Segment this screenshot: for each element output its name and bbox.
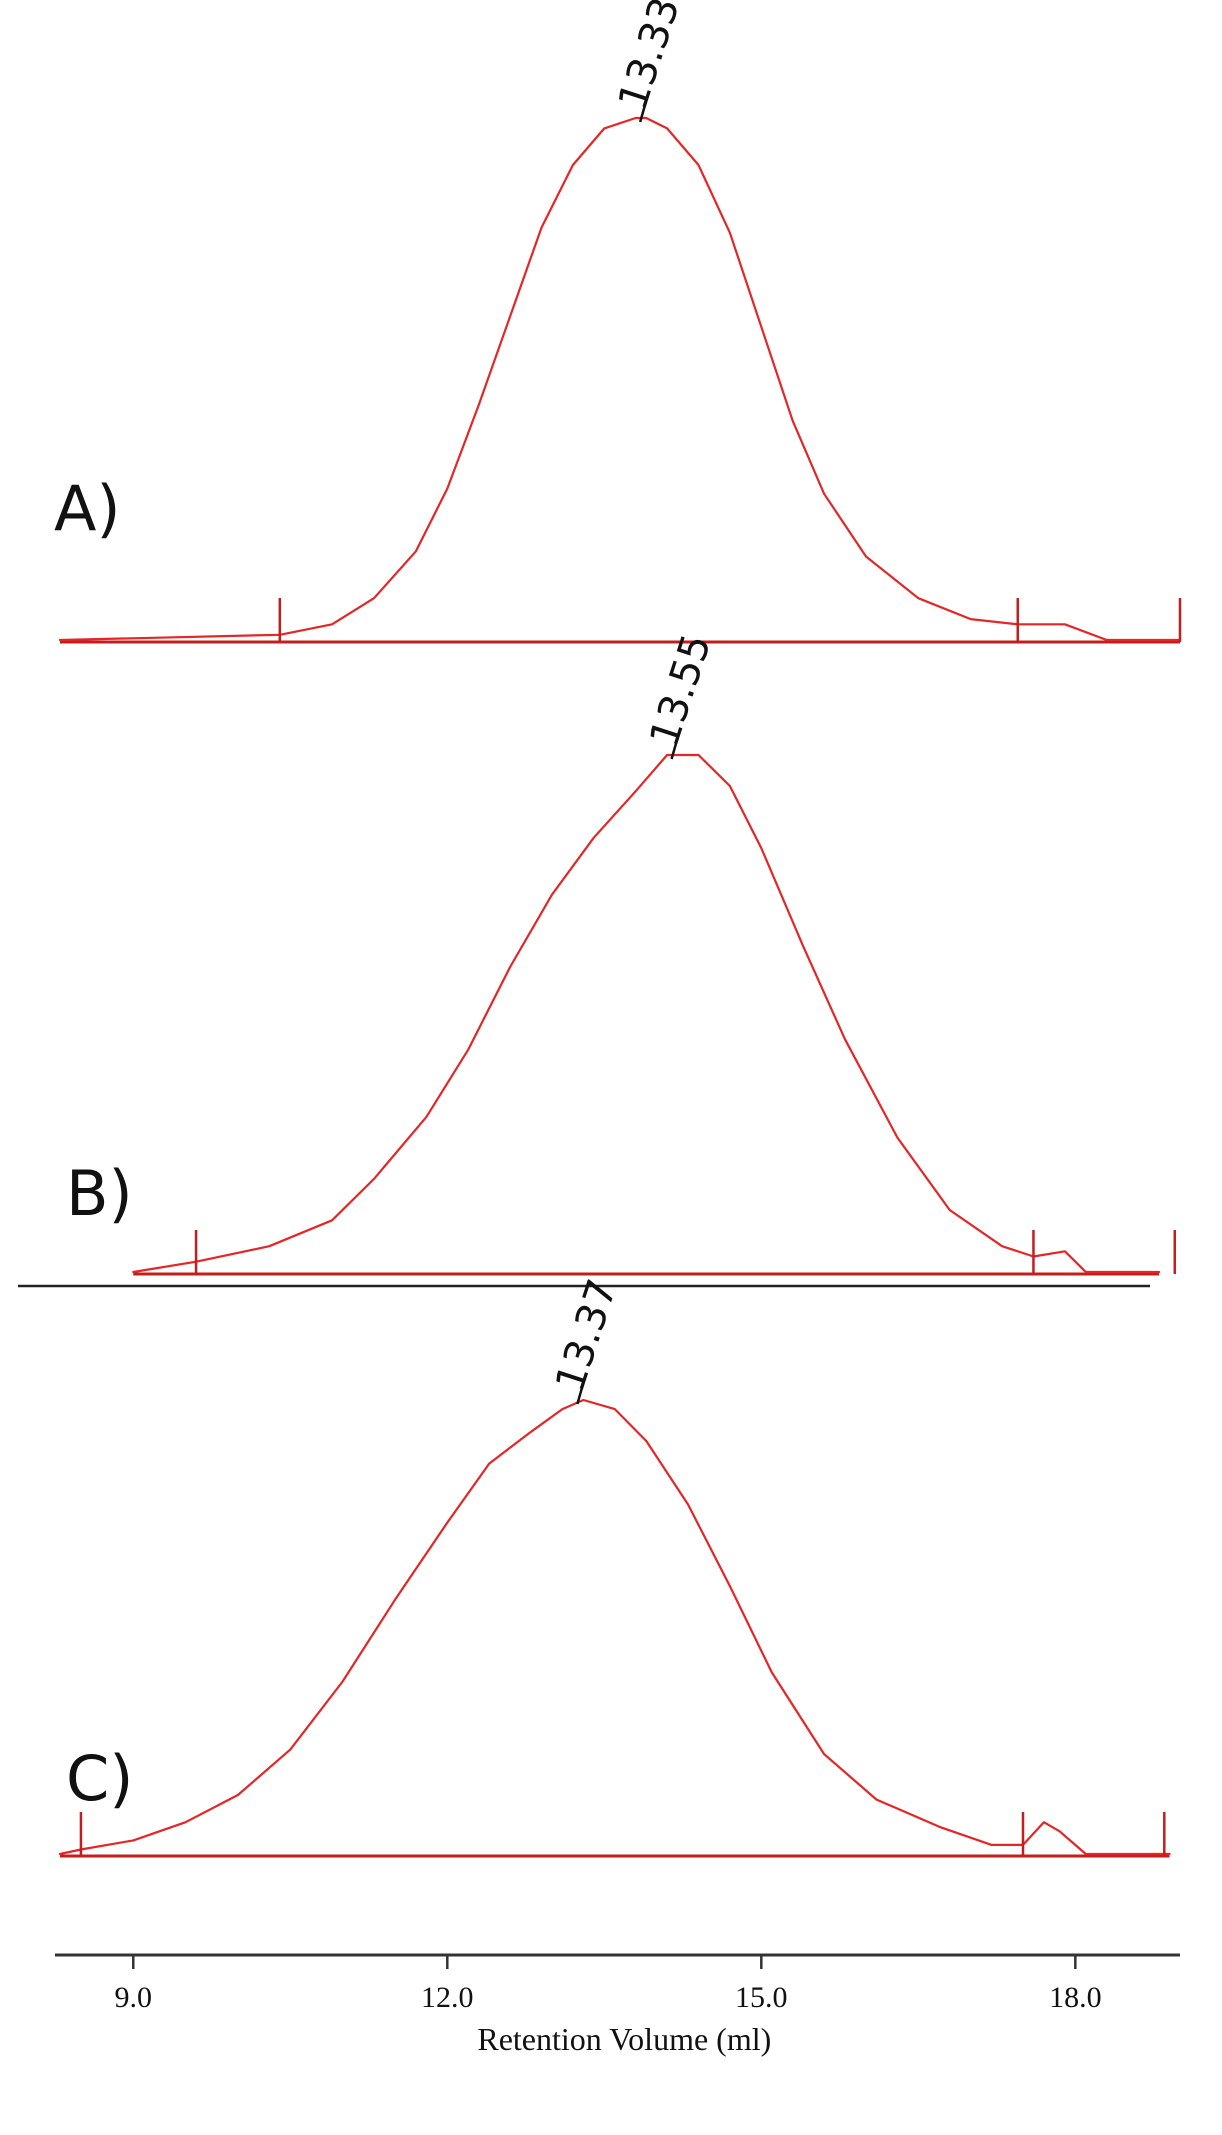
chromatogram-trace bbox=[132, 753, 1161, 1274]
panel-label: C) bbox=[66, 1742, 133, 1815]
peak-tick bbox=[638, 93, 650, 123]
chromatogram-panels: A) 13.33 B) 13.55 C) 13.37 bbox=[54, 0, 1182, 1858]
x-tick-label: 9.0 bbox=[115, 1981, 153, 2014]
x-tick-label: 18.0 bbox=[1049, 1981, 1102, 2014]
peak-tick bbox=[576, 1375, 587, 1405]
peak-label: 13.37 bbox=[547, 1274, 626, 1397]
peak-tick bbox=[670, 730, 681, 760]
peak-label: 13.33 bbox=[610, 0, 689, 115]
chromatogram-panel: C) 13.37 bbox=[58, 1274, 1171, 1858]
chromatogram-trace bbox=[58, 116, 1182, 642]
x-tick-label: 15.0 bbox=[735, 1981, 788, 2014]
panel-label: A) bbox=[54, 472, 121, 545]
x-axis bbox=[18, 1284, 1180, 1957]
chromatogram-trace bbox=[58, 1398, 1171, 1856]
chromatogram-panel: B) 13.55 bbox=[66, 629, 1177, 1276]
panel-label: B) bbox=[66, 1157, 133, 1230]
x-tick-label: 12.0 bbox=[421, 1981, 474, 2014]
peak-label: 13.55 bbox=[641, 629, 720, 752]
x-axis-title: Retention Volume (ml) bbox=[477, 2021, 771, 2057]
x-axis-ticks: 9.0 12.0 15.0 18.0 bbox=[115, 1955, 1102, 2014]
chromatogram-panel: A) 13.33 bbox=[54, 0, 1182, 644]
